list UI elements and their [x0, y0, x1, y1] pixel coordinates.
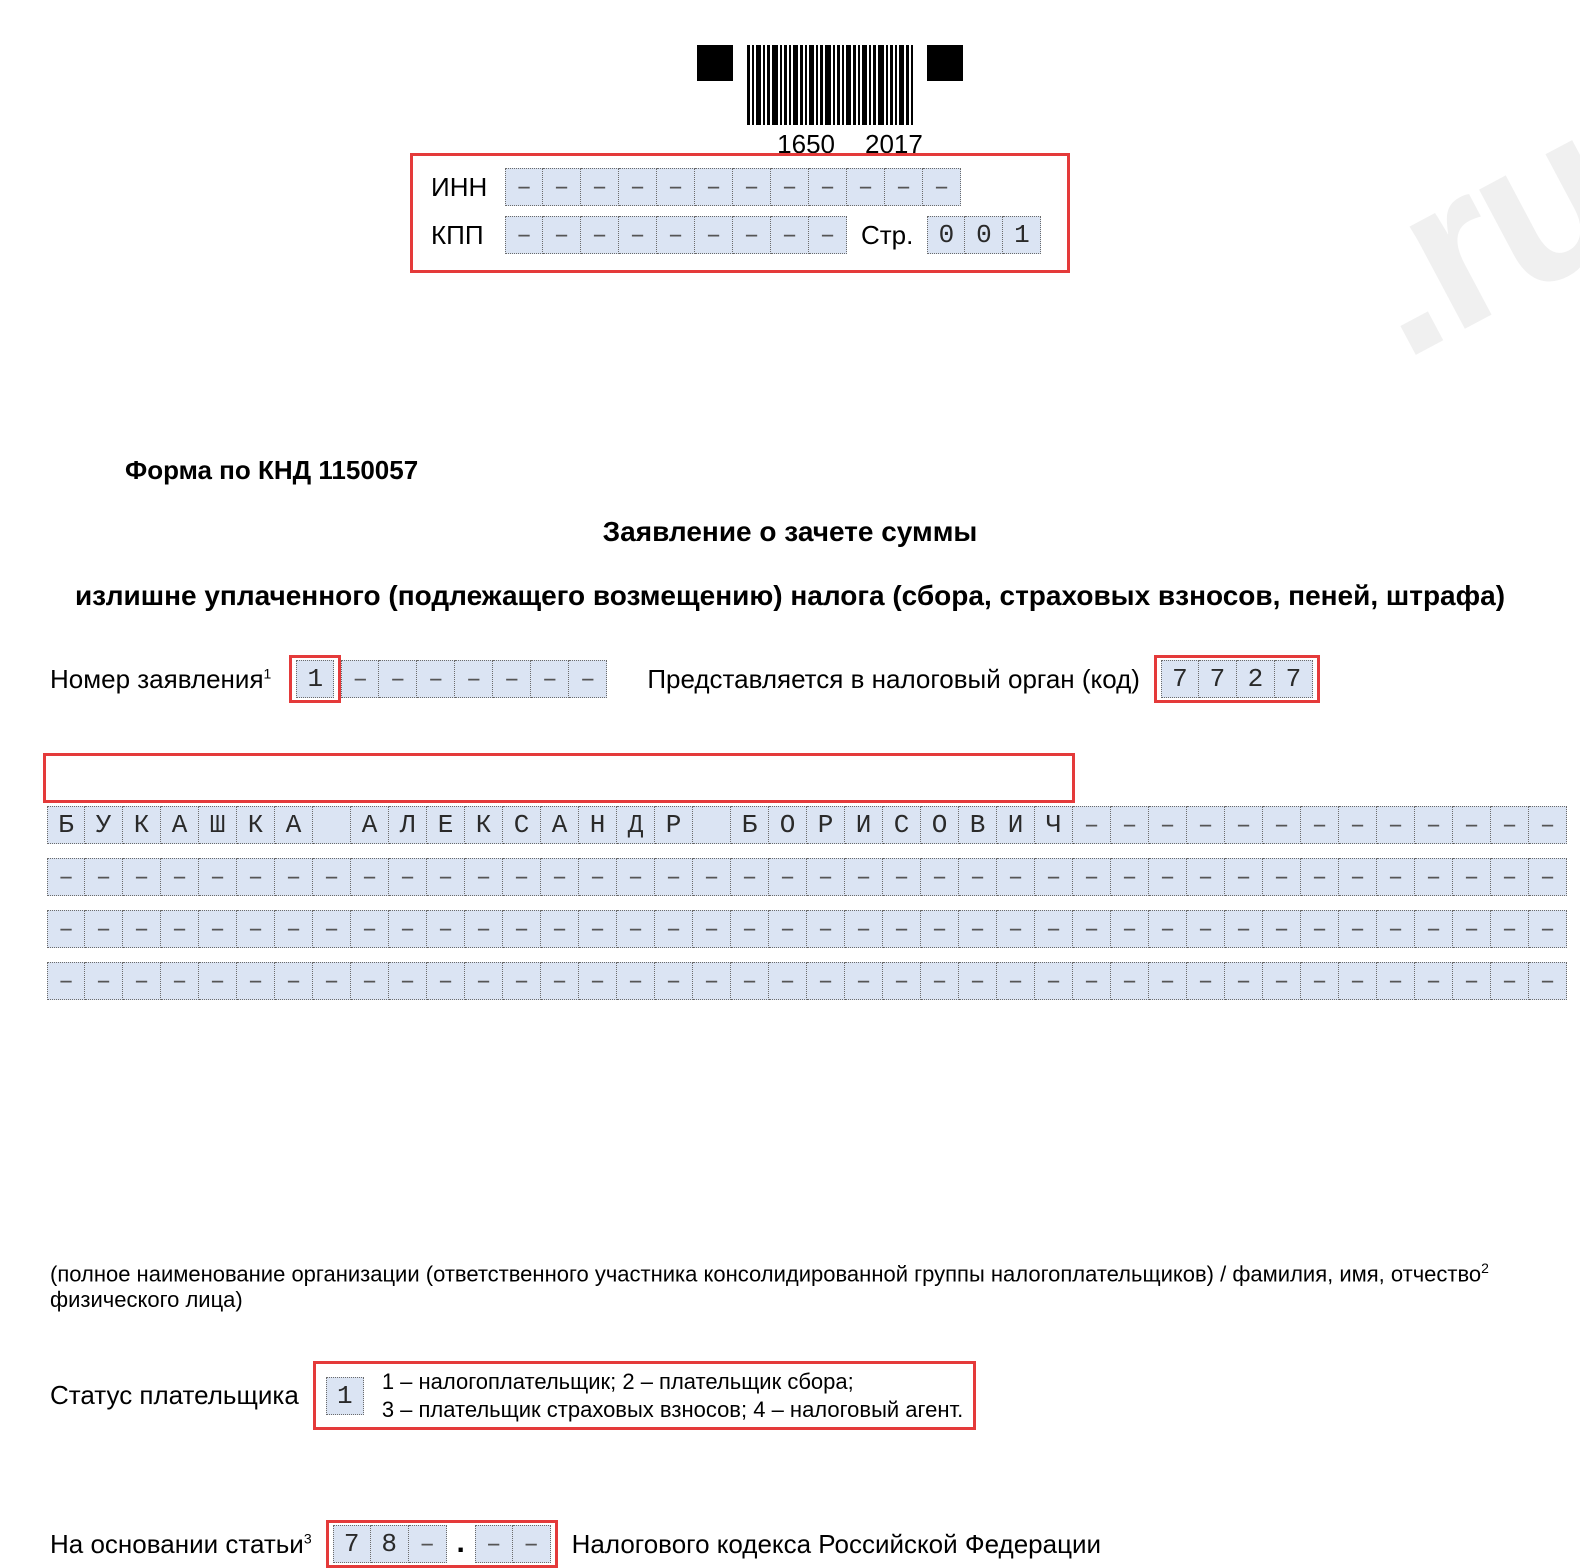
article-dot: . [453, 1526, 469, 1562]
page-number-input[interactable]: 001 [927, 216, 1041, 254]
name-input-row-3[interactable]: –––––––––––––––––––––––––––––––––––––––– [47, 910, 1580, 948]
barcode-block: 1650 2017 [65, 45, 1580, 160]
status-label: Статус плательщика [50, 1380, 299, 1411]
inn-input[interactable]: –––––––––––– [505, 168, 961, 206]
application-number-label: Номер заявления1 [50, 664, 271, 695]
application-row: Номер заявления1 1––––––– Представляется… [50, 655, 1580, 703]
name-block: БУКАШКААЛЕКСАНДРБОРИСОВИЧ––––––––––––– –… [47, 806, 1580, 1000]
status-input[interactable]: 1 [326, 1377, 364, 1415]
article-left-input[interactable]: 78– [333, 1525, 447, 1563]
article-row: На основании статьи3 78– . –– Налогового… [50, 1520, 1580, 1568]
application-number-input[interactable]: 1––––––– [289, 655, 607, 703]
authority-code-input[interactable]: 7727 [1154, 655, 1320, 703]
page-label: Стр. [861, 220, 913, 251]
name-input-row-4[interactable]: –––––––––––––––––––––––––––––––––––––––– [47, 962, 1580, 1000]
name-highlight-box [43, 753, 1075, 803]
barcode-marker-left [697, 45, 733, 81]
title-line-2: излишне уплаченного (подлежащего возмеще… [25, 580, 1555, 612]
name-input-row-2[interactable]: –––––––––––––––––––––––––––––––––––––––– [47, 858, 1580, 896]
inn-label: ИНН [431, 172, 491, 203]
inn-kpp-box: ИНН –––––––––––– КПП ––––––––– Стр. 001 [410, 153, 1070, 273]
title-line-1: Заявление о зачете суммы [25, 516, 1555, 548]
name-input-row-1[interactable]: БУКАШКААЛЕКСАНДРБОРИСОВИЧ––––––––––––– [47, 806, 1580, 844]
barcode-marker-right [927, 45, 963, 81]
article-right-input[interactable]: –– [475, 1525, 551, 1563]
kpp-input[interactable]: ––––––––– [505, 216, 847, 254]
form-code: Форма по КНД 1150057 [125, 455, 1580, 486]
article-tail-label: Налогового кодекса Российской Федерации [572, 1529, 1101, 1560]
status-legend: 1 – налогоплательщик; 2 – плательщик сбо… [382, 1368, 963, 1423]
article-label: На основании статьи3 [50, 1529, 312, 1560]
barcode [743, 45, 917, 125]
kpp-label: КПП [431, 220, 491, 251]
status-row: Статус плательщика 1 1 – налогоплательщи… [50, 1361, 1580, 1430]
authority-label: Представляется в налоговый орган (код) [647, 664, 1140, 695]
name-footnote: (полное наименование организации (ответс… [50, 1260, 1580, 1313]
